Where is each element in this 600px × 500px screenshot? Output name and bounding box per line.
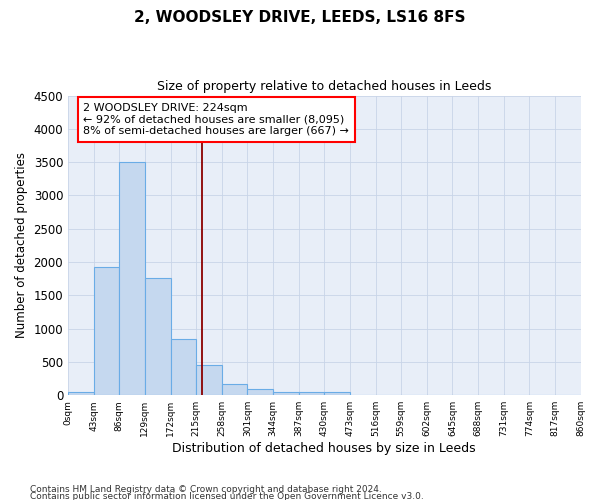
Text: Contains HM Land Registry data © Crown copyright and database right 2024.: Contains HM Land Registry data © Crown c… [30, 486, 382, 494]
Text: 2, WOODSLEY DRIVE, LEEDS, LS16 8FS: 2, WOODSLEY DRIVE, LEEDS, LS16 8FS [134, 10, 466, 25]
Y-axis label: Number of detached properties: Number of detached properties [15, 152, 28, 338]
Bar [145, 278, 170, 395]
X-axis label: Distribution of detached houses by size in Leeds: Distribution of detached houses by size … [172, 442, 476, 455]
Title: Size of property relative to detached houses in Leeds: Size of property relative to detached ho… [157, 80, 491, 93]
Text: Contains public sector information licensed under the Open Government Licence v3: Contains public sector information licen… [30, 492, 424, 500]
Bar [196, 365, 222, 395]
Bar [68, 392, 94, 395]
Bar [94, 268, 119, 395]
Bar [170, 340, 196, 395]
Bar [324, 392, 350, 395]
Bar [299, 392, 324, 395]
Text: 2 WOODSLEY DRIVE: 224sqm
← 92% of detached houses are smaller (8,095)
8% of semi: 2 WOODSLEY DRIVE: 224sqm ← 92% of detach… [83, 103, 349, 136]
Bar [222, 384, 247, 395]
Bar [273, 392, 299, 395]
Bar [119, 162, 145, 395]
Bar [247, 389, 273, 395]
